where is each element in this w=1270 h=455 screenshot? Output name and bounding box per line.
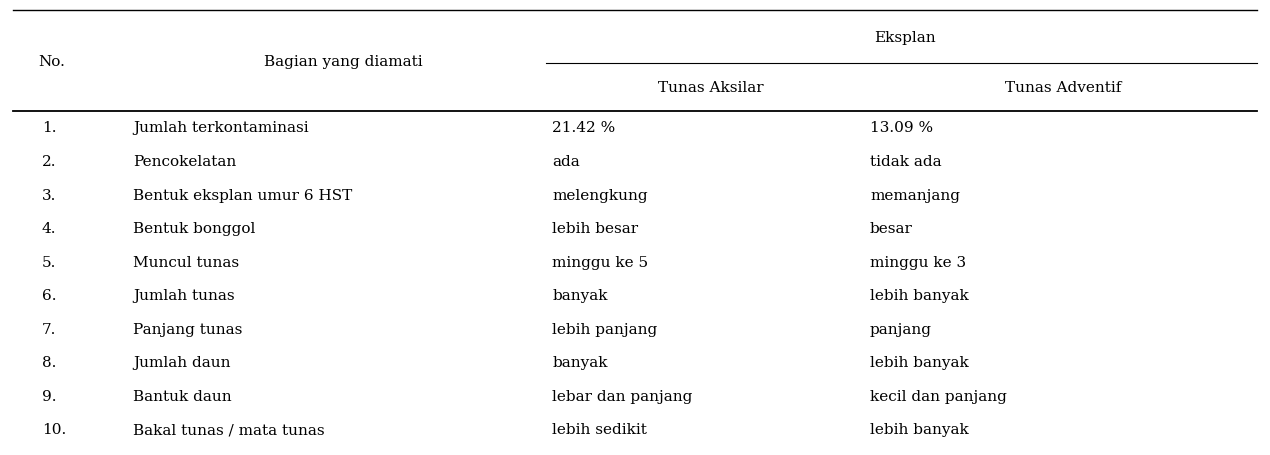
Text: Muncul tunas: Muncul tunas: [133, 255, 240, 269]
Text: kecil dan panjang: kecil dan panjang: [870, 389, 1007, 403]
Text: Eksplan: Eksplan: [874, 30, 936, 45]
Text: 5.: 5.: [42, 255, 56, 269]
Text: 3.: 3.: [42, 188, 56, 202]
Text: minggu ke 5: minggu ke 5: [552, 255, 649, 269]
Text: Jumlah tunas: Jumlah tunas: [133, 288, 235, 303]
Text: 1.: 1.: [42, 121, 56, 135]
Text: Pencokelatan: Pencokelatan: [133, 155, 236, 169]
Text: 6.: 6.: [42, 288, 56, 303]
Text: banyak: banyak: [552, 288, 608, 303]
Text: Bakal tunas / mata tunas: Bakal tunas / mata tunas: [133, 422, 325, 436]
Text: Jumlah terkontaminasi: Jumlah terkontaminasi: [133, 121, 309, 135]
Text: lebih banyak: lebih banyak: [870, 422, 969, 436]
Text: 2.: 2.: [42, 155, 56, 169]
Text: melengkung: melengkung: [552, 188, 648, 202]
Text: Bentuk bonggol: Bentuk bonggol: [133, 222, 255, 236]
Text: Tunas Aksilar: Tunas Aksilar: [658, 81, 765, 95]
Text: lebih panjang: lebih panjang: [552, 322, 658, 336]
Text: Bantuk daun: Bantuk daun: [133, 389, 232, 403]
Text: 7.: 7.: [42, 322, 56, 336]
Text: minggu ke 3: minggu ke 3: [870, 255, 966, 269]
Text: 8.: 8.: [42, 355, 56, 369]
Text: Jumlah daun: Jumlah daun: [133, 355, 231, 369]
Text: 9.: 9.: [42, 389, 56, 403]
Text: tidak ada: tidak ada: [870, 155, 941, 169]
Text: 21.42 %: 21.42 %: [552, 121, 616, 135]
Text: lebih sedikit: lebih sedikit: [552, 422, 648, 436]
Text: besar: besar: [870, 222, 913, 236]
Text: ada: ada: [552, 155, 580, 169]
Text: memanjang: memanjang: [870, 188, 960, 202]
Text: lebih besar: lebih besar: [552, 222, 639, 236]
Text: panjang: panjang: [870, 322, 932, 336]
Text: 4.: 4.: [42, 222, 56, 236]
Text: No.: No.: [38, 55, 65, 68]
Text: lebih banyak: lebih banyak: [870, 355, 969, 369]
Text: lebih banyak: lebih banyak: [870, 288, 969, 303]
Text: 10.: 10.: [42, 422, 66, 436]
Text: 13.09 %: 13.09 %: [870, 121, 933, 135]
Text: Tunas Adventif: Tunas Adventif: [1006, 81, 1121, 95]
Text: Panjang tunas: Panjang tunas: [133, 322, 243, 336]
Text: banyak: banyak: [552, 355, 608, 369]
Text: Bentuk eksplan umur 6 HST: Bentuk eksplan umur 6 HST: [133, 188, 353, 202]
Text: Bagian yang diamati: Bagian yang diamati: [264, 55, 422, 68]
Text: lebar dan panjang: lebar dan panjang: [552, 389, 693, 403]
